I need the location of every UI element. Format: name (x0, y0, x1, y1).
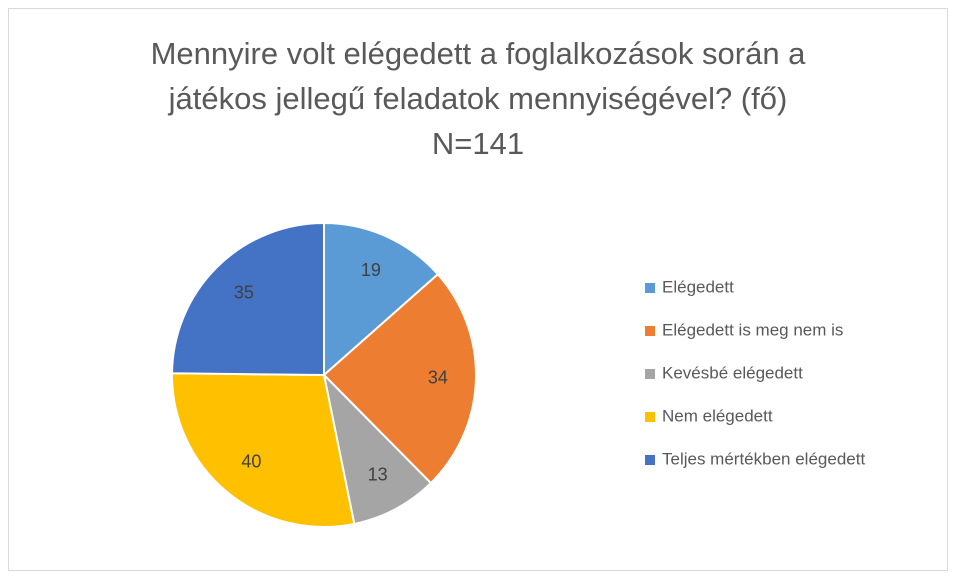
legend-label: Kevésbé elégedett (662, 363, 803, 382)
chart-title: N=141 (432, 126, 524, 161)
legend-label: Teljes mértékben elégedett (662, 449, 865, 468)
pie-slice (322, 272, 477, 485)
chart-title: Mennyire volt elégedett a foglalkozások … (151, 36, 807, 71)
chart-title: játékos jellegű feladatok mennyiségével?… (168, 81, 788, 116)
data-label: 35 (234, 283, 254, 303)
chart-frame (8, 8, 948, 571)
legend-swatch (645, 455, 655, 465)
legend-label: Nem elégedett (662, 406, 773, 425)
data-label: 34 (428, 368, 448, 388)
legend-swatch (645, 283, 655, 293)
pie-slice (171, 372, 356, 528)
legend-swatch (645, 326, 655, 336)
pie-slice (170, 221, 325, 377)
legend-label: Elégedett is meg nem is (662, 320, 843, 339)
legend-swatch (645, 412, 655, 422)
legend-swatch (645, 369, 655, 379)
legend-label: Elégedett (662, 277, 734, 296)
data-label: 13 (368, 464, 388, 484)
pie-slice (323, 221, 440, 378)
data-label: 19 (361, 260, 381, 280)
pie-slice (322, 371, 433, 526)
data-label: 40 (241, 452, 261, 472)
